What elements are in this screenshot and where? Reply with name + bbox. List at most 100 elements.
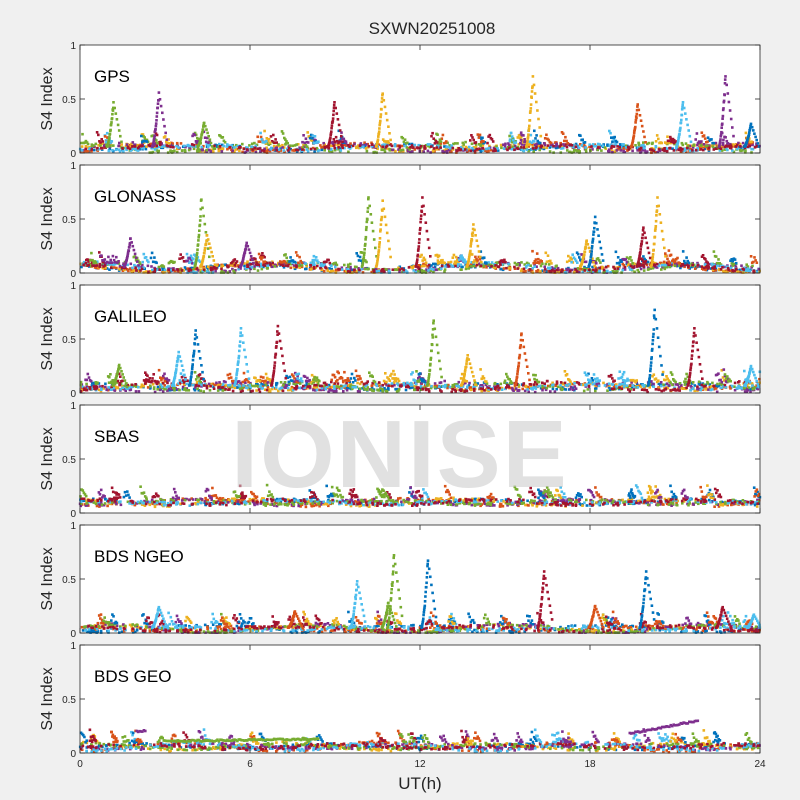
- data-point: [339, 385, 343, 388]
- data-point: [148, 144, 152, 148]
- data-point: [639, 248, 642, 251]
- data-point: [697, 380, 701, 384]
- data-point: [150, 251, 154, 255]
- data-point: [331, 119, 335, 123]
- data-point: [297, 261, 300, 265]
- data-point: [451, 146, 455, 150]
- data-point: [726, 142, 730, 145]
- data-point: [632, 134, 636, 137]
- data-point: [290, 385, 294, 389]
- data-point: [384, 112, 388, 115]
- data-point: [523, 263, 526, 266]
- data-point: [544, 388, 548, 392]
- data-point: [486, 141, 489, 145]
- data-point: [503, 381, 506, 384]
- data-point: [434, 268, 438, 271]
- data-point: [221, 147, 224, 151]
- data-point: [149, 143, 152, 146]
- data-point: [299, 259, 302, 263]
- data-point: [163, 124, 166, 128]
- data-point: [703, 137, 707, 140]
- data-point: [201, 131, 204, 134]
- data-point: [361, 261, 365, 265]
- data-point: [681, 263, 684, 266]
- data-point: [213, 265, 216, 269]
- data-point: [138, 267, 141, 270]
- figure-title: SXWN20251008: [369, 19, 496, 38]
- data-point: [110, 117, 114, 120]
- data-point: [377, 269, 381, 273]
- data-point: [403, 144, 406, 148]
- data-point: [101, 266, 105, 270]
- data-point: [111, 254, 115, 258]
- data-point: [404, 382, 408, 386]
- data-point: [183, 148, 187, 152]
- data-point: [542, 146, 545, 149]
- data-point: [497, 388, 500, 392]
- data-point: [581, 270, 585, 274]
- data-point: [752, 269, 755, 273]
- data-point: [571, 382, 575, 386]
- data-point: [348, 145, 351, 148]
- data-point: [296, 254, 299, 257]
- data-point: [137, 270, 141, 273]
- data-point: [202, 121, 206, 125]
- data-point: [467, 147, 470, 150]
- data-point: [488, 133, 492, 137]
- data-point: [469, 263, 473, 266]
- data-point: [256, 269, 260, 272]
- data-point: [420, 269, 423, 272]
- data-point: [320, 268, 323, 272]
- data-point: [531, 271, 535, 274]
- data-point: [757, 267, 761, 271]
- data-point: [335, 385, 339, 388]
- data-point: [641, 229, 645, 232]
- data-point: [536, 147, 540, 150]
- data-point: [106, 142, 110, 145]
- data-point: [619, 146, 623, 149]
- data-point: [627, 266, 631, 269]
- data-point: [430, 264, 433, 267]
- data-point: [579, 143, 582, 146]
- data-point: [736, 147, 739, 151]
- data-point: [244, 247, 248, 251]
- data-point: [736, 270, 740, 273]
- data-point: [700, 255, 704, 258]
- data-point: [444, 147, 448, 151]
- data-point: [659, 261, 663, 265]
- data-point: [699, 148, 703, 151]
- data-point: [728, 385, 732, 389]
- data-point: [123, 388, 126, 391]
- data-point: [163, 384, 166, 387]
- data-point: [478, 133, 482, 137]
- data-point: [598, 270, 601, 274]
- data-point: [619, 258, 622, 262]
- data-point: [91, 258, 94, 262]
- data-point: [671, 262, 675, 265]
- data-point: [295, 148, 298, 151]
- data-point: [617, 148, 620, 151]
- data-point: [543, 137, 547, 140]
- data-point: [583, 253, 586, 256]
- data-point: [482, 256, 486, 259]
- data-point: [209, 150, 213, 153]
- data-point: [453, 260, 457, 264]
- data-point: [455, 263, 458, 266]
- data-point: [712, 148, 716, 151]
- data-point: [737, 143, 741, 146]
- data-point: [343, 146, 346, 150]
- data-point: [349, 265, 352, 269]
- data-point: [570, 258, 573, 261]
- data-point: [125, 148, 128, 152]
- data-point: [340, 131, 343, 134]
- data-point: [449, 260, 453, 264]
- data-point: [267, 143, 271, 146]
- data-point: [451, 385, 455, 388]
- data-point: [508, 139, 512, 143]
- data-point: [584, 148, 588, 151]
- data-point: [424, 144, 428, 147]
- data-point: [734, 268, 738, 271]
- data-point: [244, 267, 247, 270]
- data-point: [418, 147, 421, 150]
- data-point: [362, 257, 365, 261]
